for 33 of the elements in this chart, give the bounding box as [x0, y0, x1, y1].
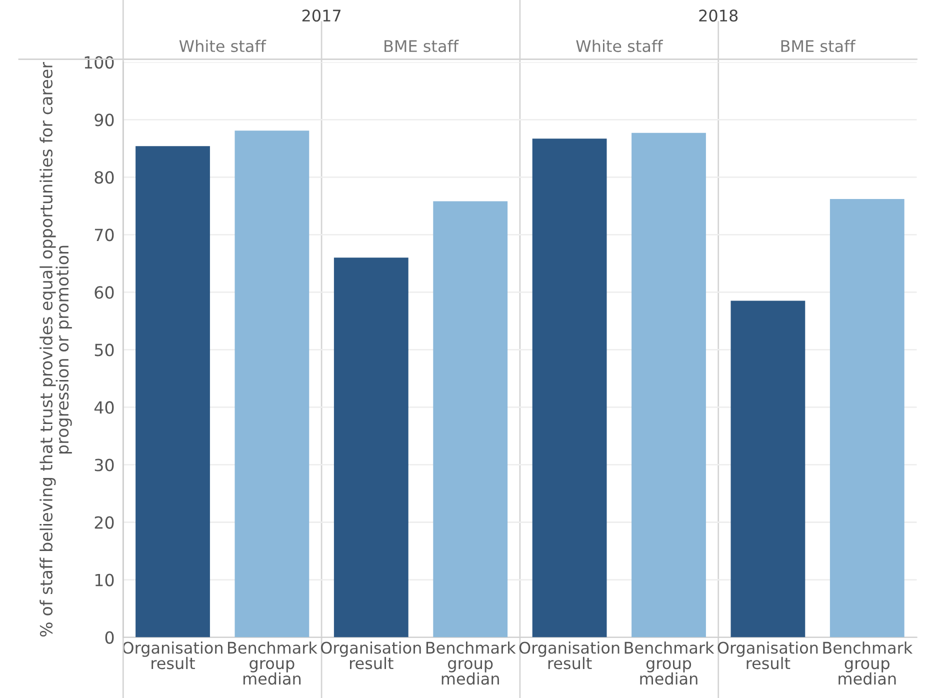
x-tick-label: Organisation result	[321, 641, 421, 670]
y-tick-label: 70	[94, 228, 114, 242]
bar	[730, 300, 806, 638]
y-tick-label: 40	[94, 401, 114, 414]
bar	[136, 146, 210, 638]
x-tick-label: Benchmark group median	[426, 641, 516, 685]
y-tick-label: 0	[105, 631, 114, 644]
x-tick-label: Benchmark group median	[823, 641, 913, 685]
y-tick-label: 90	[94, 114, 114, 126]
text: 2018	[699, 10, 738, 22]
y-tick-label: 20	[94, 516, 114, 529]
text: White staff	[179, 40, 266, 52]
y-tick-label: 30	[94, 458, 114, 472]
bar	[433, 201, 508, 638]
bar	[632, 132, 706, 638]
text: BME staff	[384, 40, 459, 52]
text: BME staff	[781, 40, 856, 52]
y-tick-label: 10	[95, 574, 114, 586]
x-tick-label: Organisation result	[718, 641, 818, 670]
x-tick-label: Organisation result	[122, 641, 222, 670]
bar	[830, 199, 904, 638]
y-tick-label: 60	[94, 286, 114, 299]
x-tick-label: Benchmark group median	[228, 641, 318, 685]
text: 2017	[302, 10, 341, 22]
bar	[334, 258, 408, 638]
bar	[532, 138, 607, 638]
text: White staff	[576, 40, 664, 52]
y-tick-label: 80	[94, 171, 114, 184]
y-axis-title: % of staff believing that trust provides equal opportunities for career progression or promotion	[40, 62, 72, 637]
x-tick-label: Organisation result	[519, 641, 620, 670]
bar	[234, 130, 310, 638]
y-tick-label: 50	[94, 344, 114, 356]
x-tick-label: Benchmark group median	[624, 641, 714, 685]
